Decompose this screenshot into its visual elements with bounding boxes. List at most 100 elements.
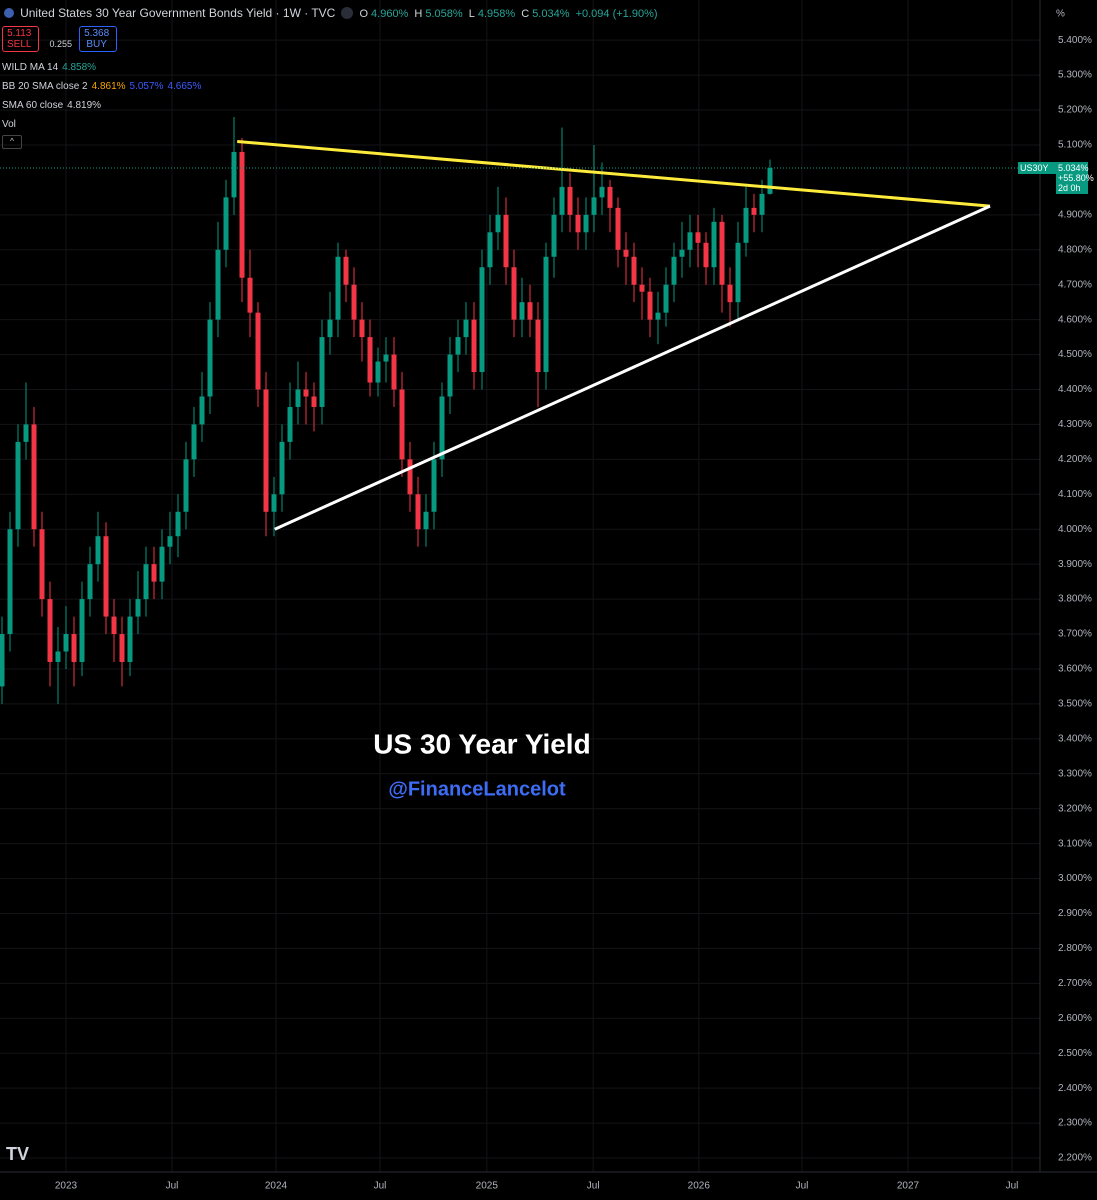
indicator-legend: WILD MA 14 4.858% BB 20 SMA close 2 4.861% 5… [2, 58, 205, 134]
collapse-button[interactable]: ^ [2, 135, 22, 149]
y-tick-label: 4.600% [1058, 314, 1092, 325]
candle-body [655, 312, 661, 320]
candle-body [271, 494, 277, 512]
y-tick-label: 3.400% [1058, 733, 1092, 744]
candle-body [103, 536, 109, 617]
candle-body [71, 634, 77, 662]
spread: 0.255 [49, 39, 73, 49]
candle-body [383, 354, 389, 362]
y-tick-label: 5.400% [1058, 35, 1092, 46]
y-tick-label: 2.300% [1058, 1118, 1092, 1129]
indicator-name: BB 20 SMA close 2 [2, 81, 88, 92]
last-change: +55.80% [1058, 173, 1094, 184]
buy-label: BUY [86, 39, 107, 50]
candle-body [391, 354, 397, 390]
y-tick-label: 2.500% [1058, 1048, 1092, 1059]
indicator-value: 4.665% [167, 81, 202, 92]
candle-body [439, 396, 445, 460]
x-tick-label: 2025 [476, 1181, 499, 1192]
x-tick-label: 2026 [688, 1181, 711, 1192]
ohlc-c-value: 5.034% [532, 8, 570, 20]
candle-body [759, 193, 765, 215]
indicator-name: SMA 60 close [2, 100, 64, 111]
last-price-label: 5.034% +55.80% 2d 0h [1056, 162, 1094, 195]
candle-body [527, 302, 533, 320]
settings-icon[interactable] [341, 7, 354, 19]
buy-price: 5.368 [84, 28, 110, 39]
candle-body [487, 232, 493, 268]
sell-label: SELL [7, 39, 32, 50]
candle-body [55, 651, 61, 662]
x-tick-label: Jul [796, 1181, 809, 1192]
candle-body [767, 168, 773, 194]
candle-body [679, 249, 685, 257]
candle-body [343, 256, 349, 285]
candle-body [511, 267, 517, 320]
candle-body [287, 406, 293, 442]
candle-body [447, 354, 453, 397]
candle-body [151, 564, 157, 582]
indicator-value: 4.819% [67, 100, 102, 111]
buy-button[interactable]: 5.368 BUY [79, 26, 118, 52]
candle-body [367, 337, 373, 383]
candle-body [751, 207, 757, 215]
candle-body [143, 564, 149, 600]
y-tick-label: 3.000% [1058, 873, 1092, 884]
trade-panel: 5.113 SELL 0.255 5.368 BUY [2, 26, 120, 52]
candle-body [23, 424, 29, 442]
sell-button[interactable]: 5.113 SELL [2, 26, 40, 52]
ohlc-change: +0.094 (+1.90%) [575, 8, 658, 20]
header: United States 30 Year Government Bonds Y… [4, 6, 661, 20]
y-tick-label: 5.300% [1058, 70, 1092, 81]
candle-body [623, 249, 629, 257]
candle-body [175, 511, 181, 537]
flag-icon [4, 8, 14, 18]
candle-body [535, 319, 541, 373]
candle-body [639, 284, 645, 292]
candle-body [247, 277, 253, 313]
candle-body [719, 221, 725, 285]
last-value: 5.034% [1058, 163, 1089, 174]
y-tick-label: 4.700% [1058, 279, 1092, 290]
x-tick-label: Jul [166, 1181, 179, 1192]
candle-body [119, 634, 125, 662]
candle-body [239, 151, 245, 278]
trendline [237, 139, 991, 208]
candle-body [615, 207, 621, 250]
candle-body [263, 389, 269, 512]
candle-body [183, 459, 189, 512]
candle-body [647, 291, 653, 320]
trendline [274, 204, 991, 531]
sell-price: 5.113 [7, 28, 32, 39]
candle-body [7, 529, 13, 635]
candle-body [111, 616, 117, 635]
y-tick-label: 3.600% [1058, 664, 1092, 675]
indicator-name: Vol [2, 119, 16, 130]
indicator-row: BB 20 SMA close 2 4.861% 5.057% 4.665% [2, 77, 205, 96]
candle-body [503, 214, 509, 268]
candle-body [519, 302, 525, 320]
x-tick-label: Jul [587, 1181, 600, 1192]
y-tick-label: 4.100% [1058, 489, 1092, 500]
candle-body [591, 197, 597, 215]
y-tick-label: 4.200% [1058, 454, 1092, 465]
candle-body [87, 564, 93, 600]
y-tick-label: 3.200% [1058, 803, 1092, 814]
y-tick-label: 2.600% [1058, 1013, 1092, 1024]
candle-body [223, 197, 229, 250]
x-tick-label: Jul [374, 1181, 387, 1192]
indicator-name: WILD MA 14 [2, 62, 59, 73]
candle-body [479, 267, 485, 373]
indicator-row: SMA 60 close 4.819% [2, 96, 205, 115]
y-tick-label: 2.700% [1058, 978, 1092, 989]
candle-body [727, 284, 733, 303]
logo: TV [6, 1144, 29, 1164]
unit-label: % [1056, 9, 1065, 20]
candle-body [303, 389, 309, 397]
indicator-row: Vol [2, 115, 205, 134]
y-tick-label: 3.900% [1058, 559, 1092, 570]
candle-body [663, 284, 669, 313]
y-tick-label: 5.100% [1058, 140, 1092, 151]
candle-body [327, 319, 333, 338]
